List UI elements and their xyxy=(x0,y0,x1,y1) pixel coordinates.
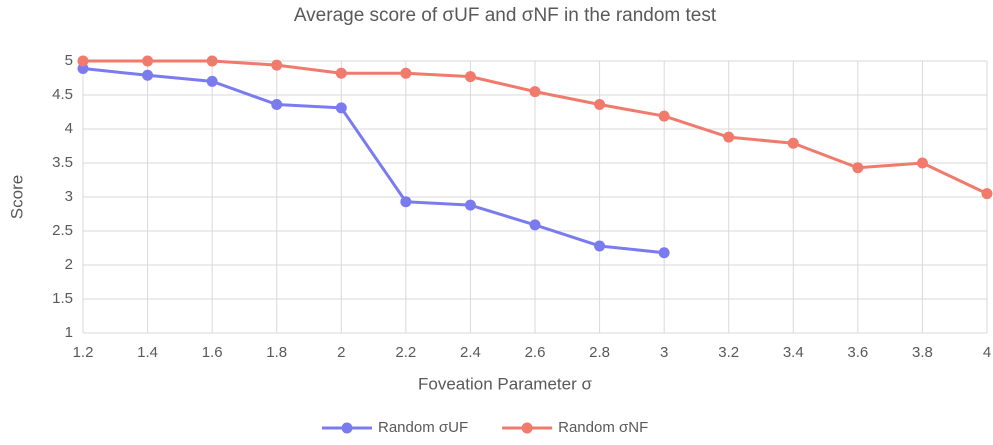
data-point xyxy=(529,219,541,231)
series-line xyxy=(82,66,665,255)
legend-label: Random σNF xyxy=(558,419,648,436)
x-tick-label: 4 xyxy=(983,344,991,361)
x-tick-label: 1.8 xyxy=(266,344,287,361)
data-point xyxy=(142,55,154,67)
data-point xyxy=(658,110,670,122)
data-point xyxy=(658,247,670,259)
x-tick-label: 3.2 xyxy=(718,344,739,361)
data-point xyxy=(529,86,541,98)
x-tick-label: 2.4 xyxy=(460,344,481,361)
y-tick-label: 3.5 xyxy=(52,154,73,171)
y-tick-label: 4 xyxy=(65,120,73,137)
y-tick-label: 4.5 xyxy=(52,86,73,103)
x-tick-label: 3.4 xyxy=(783,344,804,361)
x-tick-label: 2.8 xyxy=(589,344,610,361)
data-point xyxy=(271,59,283,71)
data-point xyxy=(142,69,154,81)
legend-label: Random σUF xyxy=(378,419,468,436)
x-tick-label: 3 xyxy=(660,344,668,361)
x-tick-label: 2.2 xyxy=(395,344,416,361)
legend-marker xyxy=(341,422,353,434)
data-point xyxy=(335,67,347,79)
x-tick-label: 2 xyxy=(337,344,345,361)
data-point xyxy=(206,75,218,87)
x-tick-label: 3.8 xyxy=(912,344,933,361)
y-tick-label: 1.5 xyxy=(52,290,73,307)
y-tick-label: 2 xyxy=(65,256,73,273)
chart-title: Average score of σUF and σNF in the rand… xyxy=(294,5,717,26)
data-point xyxy=(206,55,218,67)
data-point xyxy=(981,188,993,200)
data-point xyxy=(464,71,476,83)
y-tick-label: 3 xyxy=(65,188,73,205)
data-point xyxy=(335,102,347,114)
data-point xyxy=(464,199,476,211)
x-tick-label: 3.6 xyxy=(847,344,868,361)
data-point xyxy=(852,162,864,174)
data-point xyxy=(77,55,89,67)
x-tick-label: 1.2 xyxy=(73,344,94,361)
data-point xyxy=(594,240,606,252)
data-point xyxy=(594,99,606,111)
y-axis-title: Score xyxy=(7,175,26,219)
x-tick-label: 1.4 xyxy=(137,344,158,361)
x-tick-label: 2.6 xyxy=(525,344,546,361)
data-point xyxy=(787,137,799,149)
legend-marker xyxy=(521,422,533,434)
x-axis-title: Foveation Parameter σ xyxy=(418,374,592,393)
data-point xyxy=(400,67,412,79)
data-point xyxy=(400,196,412,208)
data-point xyxy=(723,131,735,143)
data-point xyxy=(916,157,928,169)
y-tick-label: 1 xyxy=(65,324,73,341)
data-point xyxy=(271,99,283,111)
y-tick-label: 2.5 xyxy=(52,222,73,239)
x-tick-label: 1.6 xyxy=(202,344,223,361)
y-tick-label: 5 xyxy=(65,52,73,69)
